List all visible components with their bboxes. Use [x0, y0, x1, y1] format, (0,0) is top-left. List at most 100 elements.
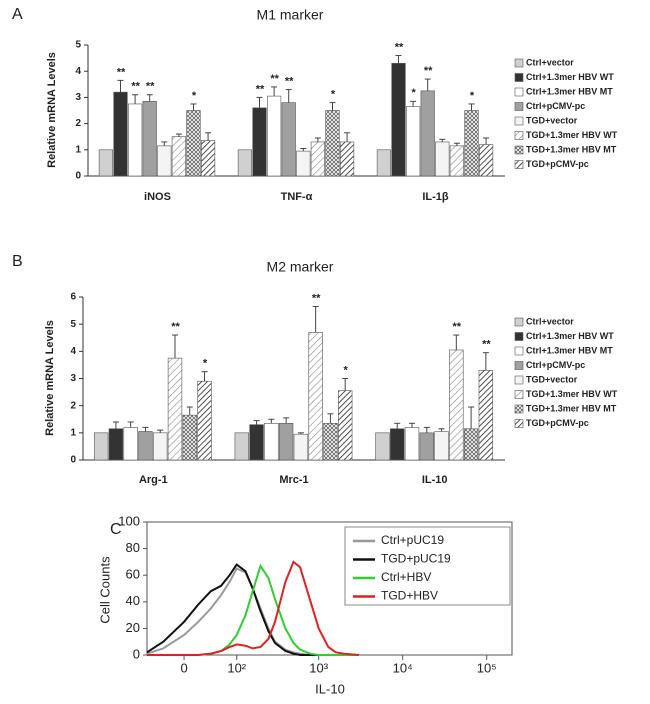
bar — [296, 150, 311, 177]
legend-label: Ctrl+vector — [526, 57, 574, 67]
legend-label: Ctrl+1.3mer HBV MT — [526, 345, 613, 355]
y-axis-label: Cell Counts — [97, 556, 112, 624]
legend-swatch — [514, 419, 524, 428]
significance-label: ** — [117, 66, 126, 78]
legend-swatch — [514, 131, 524, 140]
significance-label: ** — [256, 83, 265, 95]
bar — [171, 136, 186, 177]
significance-label: * — [192, 90, 197, 102]
significance-label: * — [411, 87, 416, 99]
y-tick-label: 2 — [70, 400, 76, 411]
legend-swatch — [514, 332, 524, 341]
y-tick-label: 5 — [75, 40, 81, 51]
x-tick-label: Arg-1 — [139, 474, 168, 486]
x-tick-label: 0 — [180, 660, 187, 675]
panel-letter: C — [110, 521, 122, 538]
bar — [98, 149, 114, 177]
bar — [153, 432, 168, 461]
panel-letter: B — [12, 253, 23, 270]
bar — [249, 424, 264, 461]
bar — [138, 431, 153, 461]
bar — [376, 149, 392, 177]
legend-label: TGD+1.3mer HBV MT — [526, 403, 617, 413]
y-tick-label: 1 — [70, 427, 76, 438]
bar — [464, 110, 479, 177]
bar — [449, 145, 464, 177]
legend-swatch — [514, 160, 524, 169]
bar — [200, 140, 216, 177]
x-tick-label: IL-10 — [422, 474, 448, 486]
legend-label: TGD+1.3mer HBV MT — [526, 144, 617, 154]
bar — [390, 428, 405, 461]
bar — [463, 428, 479, 461]
bar — [391, 63, 406, 177]
y-tick-label: 60 — [126, 567, 140, 582]
bar — [281, 102, 296, 177]
significance-label: ** — [171, 321, 180, 333]
x-tick-label: Mrc-1 — [279, 474, 308, 486]
significance-label: ** — [131, 81, 140, 93]
significance-label: ** — [395, 41, 404, 53]
y-tick-label: 1 — [75, 144, 81, 155]
bar — [339, 141, 355, 177]
y-tick-label: 3 — [75, 92, 81, 103]
legend-label: TGD+1.3mer HBV WT — [526, 389, 618, 399]
bar — [142, 101, 157, 177]
bar — [338, 390, 353, 461]
x-tick-label: TNF-α — [281, 191, 313, 203]
legend-label: TGD+1.3mer HBV WT — [526, 130, 618, 140]
legend-label: TGD+vector — [526, 374, 578, 384]
y-tick-label: 80 — [126, 540, 140, 555]
x-tick-label: iNOS — [144, 191, 171, 203]
bar — [252, 107, 267, 177]
legend-label: Ctrl+1.3mer HBV WT — [526, 72, 614, 82]
bar — [406, 106, 421, 177]
legend-swatch — [514, 87, 524, 97]
bar — [375, 432, 390, 461]
legend-label: TGD+pCMV-pc — [526, 159, 589, 169]
significance-label: ** — [424, 65, 433, 77]
legend-swatch — [514, 317, 524, 327]
legend-swatch — [514, 361, 524, 370]
significance-label: * — [470, 90, 475, 102]
significance-label: * — [344, 364, 349, 376]
legend-swatch — [514, 390, 524, 399]
legend-label: TGD+pCMV-pc — [526, 418, 589, 428]
legend-swatch — [514, 346, 524, 356]
bar — [234, 432, 249, 461]
bar — [278, 423, 294, 461]
y-tick-label: 6 — [70, 292, 76, 303]
legend-swatch — [514, 145, 524, 155]
bar — [293, 433, 309, 461]
legend-swatch — [514, 404, 524, 414]
bar — [420, 90, 435, 177]
legend-label: TGD+HBV — [381, 589, 438, 603]
legend-swatch — [514, 116, 524, 126]
bar — [186, 110, 201, 177]
y-tick-label: 4 — [70, 346, 76, 357]
legend-label: Ctrl+pCMV-pc — [526, 101, 585, 111]
x-tick-label: IL-1β — [422, 191, 449, 203]
x-axis-label: IL-10 — [315, 681, 345, 696]
significance-label: ** — [270, 73, 279, 85]
legend-label: Ctrl+pCMV-pc — [526, 360, 585, 370]
legend-label: Ctrl+HBV — [381, 570, 431, 584]
y-tick-label: 2 — [75, 118, 81, 129]
histogram-line — [146, 563, 359, 656]
bar — [267, 95, 282, 177]
bar — [435, 141, 450, 177]
legend-label: Ctrl+1.3mer HBV MT — [526, 86, 613, 96]
chart-title: M2 marker — [267, 259, 334, 275]
histogram-line — [147, 560, 359, 656]
bar — [182, 414, 197, 461]
bar — [123, 427, 138, 461]
bar — [449, 349, 464, 461]
bar — [310, 141, 325, 177]
y-tick-label: 0 — [70, 455, 76, 466]
legend-label: Ctrl+vector — [526, 316, 574, 326]
bar — [419, 432, 434, 461]
significance-label: ** — [312, 292, 321, 304]
y-tick-label: 20 — [126, 620, 140, 635]
significance-label: ** — [482, 339, 491, 351]
